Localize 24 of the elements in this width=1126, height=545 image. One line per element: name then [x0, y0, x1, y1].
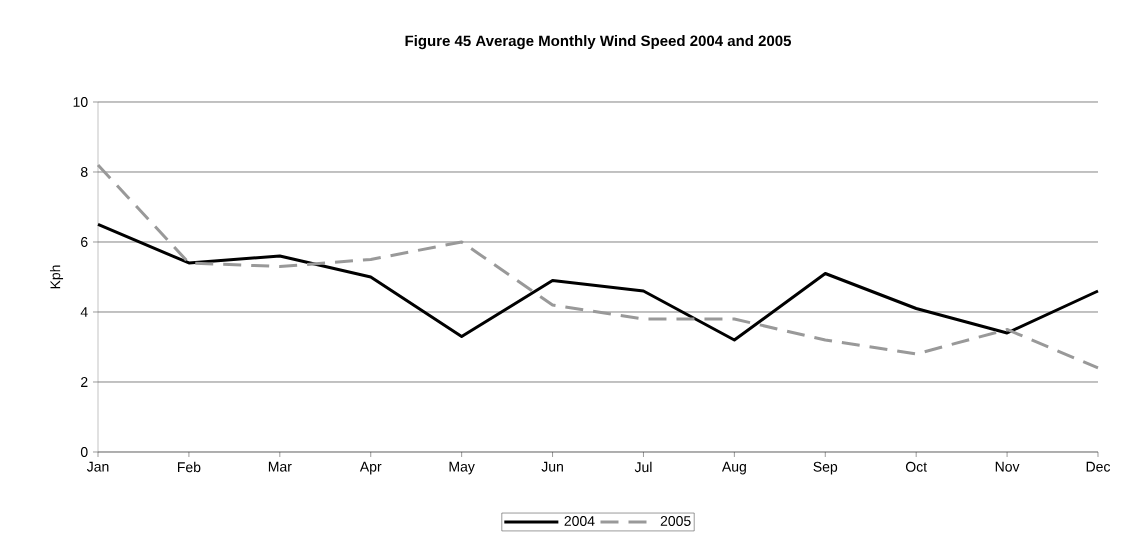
x-tick-label: Mar	[268, 461, 292, 472]
y-axis-title: Kph	[49, 265, 64, 289]
x-tick-label: Jun	[541, 461, 563, 472]
y-tick-label: 6	[81, 237, 88, 247]
y-tick-label: 2	[81, 377, 88, 387]
y-tick-label: 10	[73, 97, 88, 107]
line-series	[96, 163, 1100, 370]
legend-label: 2005	[660, 516, 691, 526]
y-tick-label: 4	[80, 307, 88, 317]
line-series	[96, 222, 1100, 342]
x-tick-label: May	[449, 461, 475, 475]
x-tick-label: Dec	[1086, 461, 1111, 472]
x-tick-label: Aug	[721, 461, 746, 475]
x-tick-label: Apr	[359, 461, 382, 475]
x-tick-label: Jan	[86, 461, 109, 472]
x-tick-label: Nov	[995, 461, 1020, 472]
x-tick-label: Sep	[813, 461, 838, 475]
y-tick-label: 0	[80, 447, 88, 457]
x-tick-label: Jul	[634, 461, 652, 473]
x-tick-label: Oct	[905, 461, 927, 472]
y-tick-label: 8	[80, 167, 88, 177]
legend-label: 2004	[564, 516, 595, 526]
x-tick-label: Feb	[178, 461, 201, 473]
chart-title: Figure 45 Average Monthly Wind Speed 2004 and 2005	[405, 35, 792, 50]
